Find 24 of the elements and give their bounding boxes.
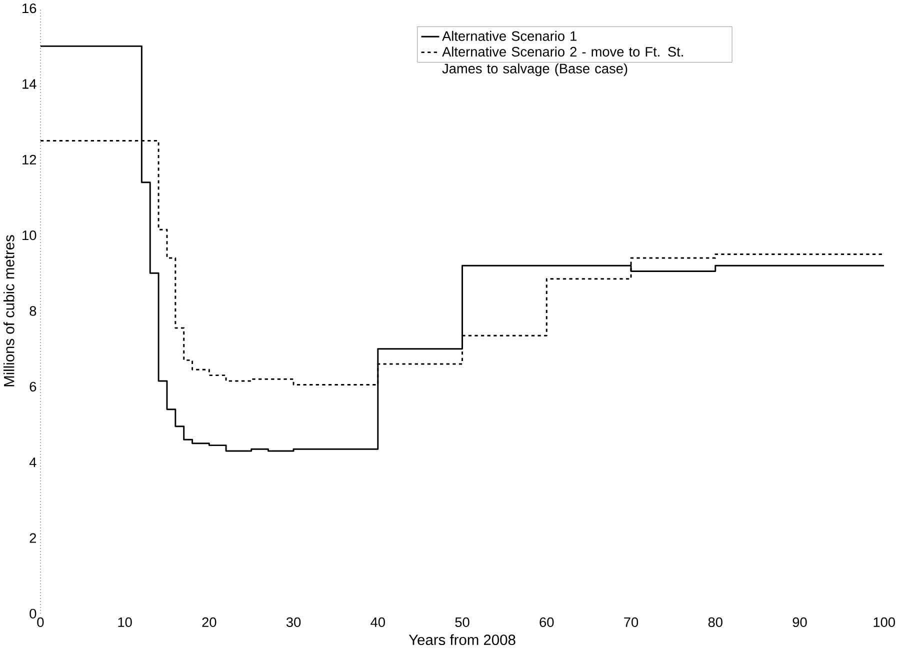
x-tick-label: 10 [118,618,132,628]
y-tick-label: 12 [22,155,36,165]
x-tick-label: 20 [202,618,216,628]
y-tick-label: 14 [22,80,36,89]
y-tick-label: 0 [30,609,36,619]
y-tick-label: 8 [30,306,36,316]
x-tick-label: 90 [792,618,807,628]
x-tick-label: 40 [370,618,385,628]
x-tick-label: 60 [540,618,554,628]
y-tick-label: 10 [22,230,36,240]
legend-label: Alternative Scenario 1 [442,31,576,42]
y-tick-label: 4 [29,458,36,468]
x-tick-label: 0 [37,618,44,628]
y-axis-title: Millions of cubic metres [4,235,14,386]
legend-label: Alternative Scenario 2 - move to Ft. St. James to salvage (Base case) [442,46,683,76]
x-tick-label: 70 [624,618,638,628]
x-axis-title: Years from 2008 [408,634,516,646]
x-tick-label: 100 [874,618,895,628]
x-tick-label: 80 [708,618,722,628]
y-tick-label: 16 [22,4,36,14]
x-tick-label: 50 [455,618,470,628]
y-tick-label: 6 [30,382,36,392]
x-tick-label: 30 [286,618,301,628]
y-tick-label: 2 [30,533,36,543]
